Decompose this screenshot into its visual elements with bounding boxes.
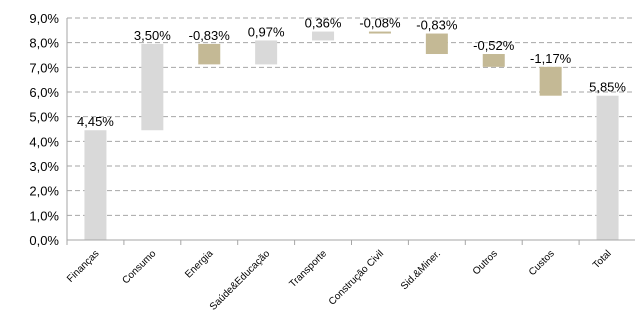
bar bbox=[425, 33, 448, 55]
data-label: 0,36% bbox=[305, 16, 342, 31]
data-label: -0,83% bbox=[189, 28, 231, 43]
x-category-label: Consumo bbox=[120, 248, 158, 286]
data-label: -1,17% bbox=[530, 51, 572, 66]
y-tick-label: 5,0% bbox=[29, 110, 59, 125]
x-category-label: Saúde&Educação bbox=[208, 248, 273, 313]
data-labels: 4,45% 3,50% -0,83% 0,97% 0,36% -0,08% -0,83% -0… bbox=[77, 16, 626, 130]
bar bbox=[312, 31, 335, 41]
y-tick-label: 1,0% bbox=[29, 208, 59, 223]
bar bbox=[368, 31, 391, 34]
x-category-label: Energia bbox=[183, 248, 215, 280]
y-tick-label: 6,0% bbox=[29, 85, 59, 100]
data-label: -0,83% bbox=[416, 18, 458, 33]
y-tick-label: 0,0% bbox=[29, 233, 59, 248]
bar bbox=[198, 43, 221, 65]
axes bbox=[66, 18, 635, 245]
y-tick-label: 9,0% bbox=[29, 11, 59, 26]
data-label: -0,08% bbox=[359, 16, 401, 31]
bar bbox=[84, 130, 107, 240]
x-category-label: Construção Civil bbox=[327, 248, 386, 307]
x-category-label: Custos bbox=[527, 248, 557, 278]
x-category-label: Transporte bbox=[287, 248, 329, 290]
y-axis-tick-labels: 0,0% 1,0% 2,0% 3,0% 4,0% 5,0% 6,0% 7,0% 8,0% 9,0% bbox=[29, 11, 59, 248]
data-label: 5,85% bbox=[589, 80, 626, 95]
y-tick-label: 4,0% bbox=[29, 134, 59, 149]
bar bbox=[539, 66, 562, 96]
bars bbox=[84, 31, 619, 240]
data-label: 4,45% bbox=[77, 114, 114, 129]
x-category-label: Sid.&Miner. bbox=[399, 248, 443, 292]
x-category-label: Total bbox=[591, 248, 614, 271]
bar bbox=[141, 43, 164, 131]
bar bbox=[482, 54, 505, 67]
bar bbox=[255, 40, 278, 65]
bar bbox=[596, 95, 619, 240]
y-tick-label: 3,0% bbox=[29, 159, 59, 174]
y-tick-label: 8,0% bbox=[29, 36, 59, 51]
y-tick-label: 7,0% bbox=[29, 60, 59, 75]
data-label: 3,50% bbox=[134, 28, 171, 43]
y-tick-label: 2,0% bbox=[29, 184, 59, 199]
data-label: -0,52% bbox=[473, 38, 515, 53]
x-category-label: Finanças bbox=[65, 248, 101, 284]
x-category-label: Outros bbox=[471, 248, 500, 277]
data-label: 0,97% bbox=[248, 24, 285, 39]
